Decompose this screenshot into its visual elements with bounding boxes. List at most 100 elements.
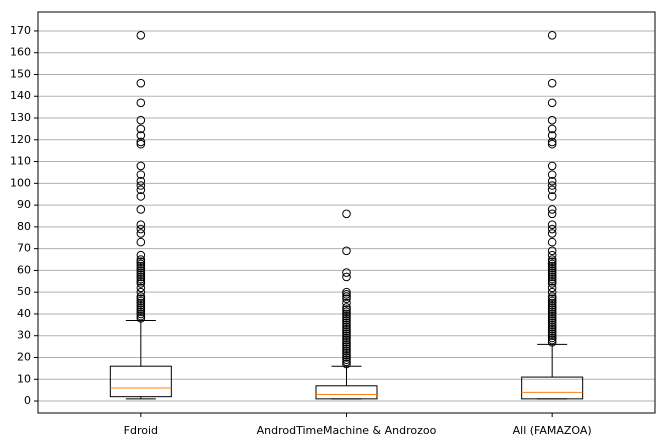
outlier <box>342 290 351 299</box>
y-tick-label: 70 <box>17 242 31 255</box>
y-tick-label: 60 <box>17 263 31 276</box>
outlier <box>342 314 351 323</box>
y-tick-label: 30 <box>17 329 31 342</box>
outlier <box>547 250 557 260</box>
outlier <box>547 300 557 310</box>
outlier <box>136 272 146 282</box>
outlier <box>547 181 557 190</box>
y-tick-label: 0 <box>24 394 31 407</box>
y-tick-label: 100 <box>10 176 31 189</box>
outlier <box>136 30 146 40</box>
outlier <box>547 98 557 108</box>
outlier <box>136 292 146 301</box>
y-tick-label: 90 <box>17 198 31 211</box>
outlier <box>547 331 557 341</box>
outlier <box>547 257 557 266</box>
outlier <box>547 307 557 317</box>
outlier <box>136 263 146 273</box>
outlier <box>547 220 557 229</box>
outlier <box>136 250 146 260</box>
outlier <box>547 124 557 134</box>
outlier <box>342 246 351 256</box>
outlier <box>136 124 146 134</box>
outlier <box>342 287 351 297</box>
outlier <box>136 205 146 214</box>
outlier <box>136 300 146 310</box>
plot-frame <box>37 11 656 414</box>
y-tick-label: 80 <box>17 220 31 233</box>
outlier <box>547 335 557 345</box>
outlier <box>547 224 557 234</box>
y-tick-label: 20 <box>17 350 31 363</box>
outlier <box>136 303 146 312</box>
outlier <box>547 161 557 171</box>
y-tick-label: 110 <box>10 155 31 168</box>
outlier <box>342 342 351 351</box>
outlier <box>547 283 557 293</box>
outlier <box>547 78 557 88</box>
outlier <box>342 322 351 332</box>
outlier <box>547 246 557 256</box>
outlier <box>342 340 351 349</box>
outlier <box>136 78 146 88</box>
outlier <box>342 329 351 338</box>
y-tick-label: 170 <box>10 24 31 37</box>
outlier <box>342 309 351 319</box>
outlier <box>136 309 146 319</box>
outlier <box>547 176 557 186</box>
y-tick-label: 130 <box>10 111 31 124</box>
outlier <box>547 303 557 312</box>
outlier <box>136 287 146 297</box>
outlier <box>136 237 146 247</box>
outlier <box>547 209 557 219</box>
outlier <box>136 255 146 264</box>
outlier <box>136 311 146 321</box>
outlier <box>547 298 557 308</box>
y-tick-label: 40 <box>17 307 31 320</box>
outlier <box>547 192 557 201</box>
box <box>521 376 584 400</box>
y-tick-label: 140 <box>10 89 31 102</box>
outlier <box>547 259 557 269</box>
outlier <box>547 316 557 325</box>
outlier <box>136 161 146 171</box>
outlier <box>547 305 557 314</box>
outlier <box>136 115 146 125</box>
y-tick-label: 150 <box>10 67 31 80</box>
outlier <box>547 337 557 347</box>
outlier <box>342 268 351 277</box>
outlier <box>136 279 146 288</box>
outlier <box>342 337 351 347</box>
outlier <box>547 272 557 282</box>
outlier <box>342 331 351 341</box>
outlier <box>136 314 146 323</box>
outlier <box>136 137 146 147</box>
outlier <box>136 283 146 293</box>
outlier <box>342 335 351 345</box>
outlier <box>342 359 351 369</box>
outlier <box>547 329 557 338</box>
outlier <box>547 333 557 343</box>
outlier <box>547 137 557 147</box>
outlier <box>547 270 557 280</box>
outlier <box>136 185 146 195</box>
outlier <box>547 322 557 332</box>
outlier <box>547 292 557 301</box>
outlier <box>342 344 351 354</box>
x-tick-label: Fdroid <box>124 424 158 437</box>
outlier <box>547 314 557 323</box>
outlier <box>547 170 557 179</box>
outlier <box>342 320 351 330</box>
outlier <box>342 316 351 325</box>
outlier <box>136 192 146 201</box>
x-tick-label: AndrodTimeMachine & Androzoo <box>257 424 437 437</box>
outlier <box>136 220 146 229</box>
outlier <box>136 268 146 277</box>
y-tick-label: 160 <box>10 46 31 59</box>
outlier <box>547 229 557 238</box>
outlier <box>547 185 557 195</box>
outlier <box>136 266 146 275</box>
outlier <box>547 279 557 288</box>
outlier <box>136 224 146 234</box>
